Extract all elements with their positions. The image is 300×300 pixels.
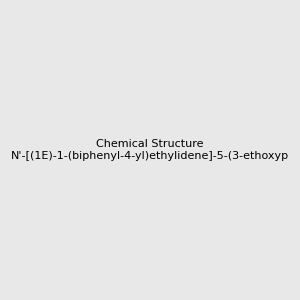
Text: Chemical Structure
N'-[(1E)-1-(biphenyl-4-yl)ethylidene]-5-(3-ethoxyp: Chemical Structure N'-[(1E)-1-(biphenyl-… xyxy=(11,139,289,161)
